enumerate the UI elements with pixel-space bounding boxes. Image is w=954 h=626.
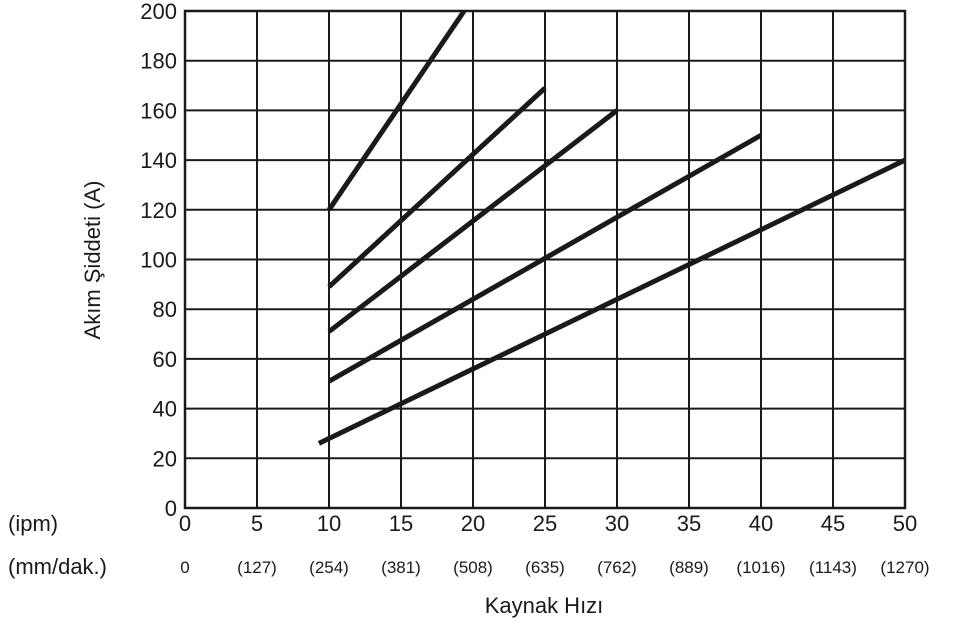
y-tick-label: 20 <box>153 446 177 471</box>
x-tick-label: 35 <box>677 511 701 536</box>
x-tick-label-secondary: (381) <box>381 558 421 577</box>
y-tick-label: 0 <box>165 496 177 521</box>
x-tick-label-secondary: (1016) <box>736 558 785 577</box>
series-line-1 <box>326 9 467 212</box>
y-tick-labels: 0 20 40 60 80 100 120 140 160 180 200 <box>140 0 177 521</box>
series-line-2 <box>327 86 547 289</box>
x-tick-label: 20 <box>461 511 485 536</box>
x-tick-label: 40 <box>749 511 773 536</box>
x-tick-label: 5 <box>251 511 263 536</box>
row-label-ipm: (ipm) <box>8 511 58 536</box>
x-tick-label: 0 <box>179 511 191 536</box>
x-tick-label-secondary: 0 <box>180 558 189 577</box>
y-tick-label: 160 <box>140 98 177 123</box>
x-tick-label-secondary: (508) <box>453 558 493 577</box>
x-tick-label-secondary: (127) <box>237 558 277 577</box>
x-tick-label-secondary: (1143) <box>809 558 857 577</box>
series-line-3 <box>327 108 619 334</box>
x-axis-title: Kaynak Hızı <box>485 593 604 618</box>
x-tick-labels-secondary: 0 (127) (254) (381) (508) (635) (762) (889) (101… <box>180 558 929 577</box>
x-tick-label: 15 <box>389 511 413 536</box>
y-tick-label: 120 <box>140 198 177 223</box>
y-tick-label: 40 <box>153 397 177 422</box>
x-tick-label-secondary: (762) <box>597 558 637 577</box>
y-axis-title: Akım Şiddeti (A) <box>80 181 105 340</box>
y-tick-label: 180 <box>140 49 177 74</box>
row-label-mm-per-min: (mm/dak.) <box>8 554 107 579</box>
y-tick-label: 100 <box>140 248 177 273</box>
x-tick-label-secondary: (635) <box>525 558 565 577</box>
x-tick-label-secondary: (1270) <box>880 558 929 577</box>
series-line-4 <box>327 133 763 384</box>
y-tick-label: 60 <box>153 347 177 372</box>
x-tick-label: 30 <box>605 511 629 536</box>
y-tick-label: 140 <box>140 148 177 173</box>
x-tick-label: 45 <box>821 511 845 536</box>
x-tick-label-secondary: (254) <box>309 558 349 577</box>
x-tick-label: 10 <box>317 511 341 536</box>
x-tick-label: 25 <box>533 511 557 536</box>
y-tick-label: 200 <box>140 0 177 24</box>
series-lines <box>317 9 907 446</box>
series-line-5 <box>317 157 907 446</box>
x-tick-labels: 0 5 10 15 20 25 30 35 40 45 50 <box>179 511 917 536</box>
x-tick-label-secondary: (889) <box>669 558 709 577</box>
plot-frame <box>183 9 907 510</box>
x-tick-label: 50 <box>893 511 917 536</box>
y-tick-label: 80 <box>153 297 177 322</box>
